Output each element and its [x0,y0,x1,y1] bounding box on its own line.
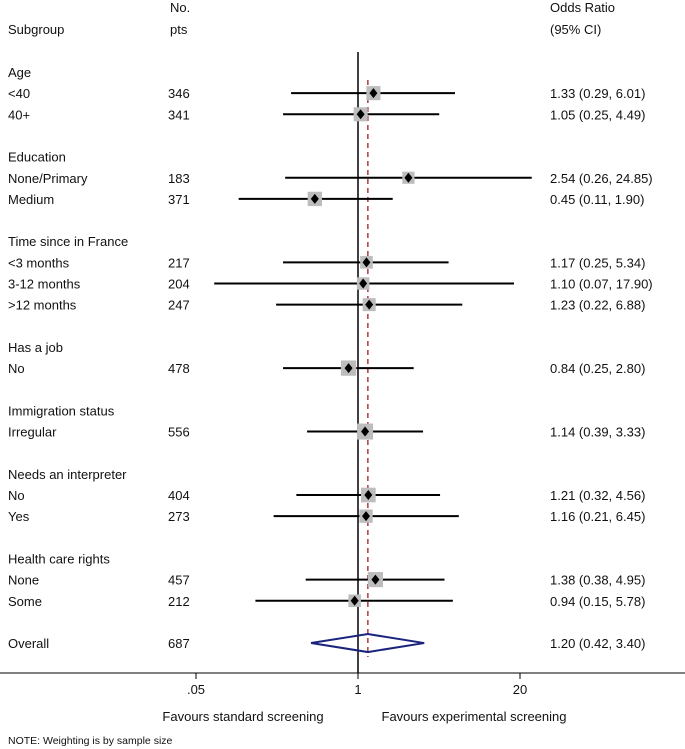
row-odds-ratio-ci: 1.05 (0.25, 4.49) [550,107,645,122]
study-row: No 404 1.21 (0.32, 4.56) [8,487,645,503]
study-row: <40 346 1.33 (0.29, 6.01) [8,86,645,101]
row-npts: 204 [168,277,190,292]
header-subgroup: Subgroup [8,22,64,37]
row-npts: 556 [168,425,190,440]
row-label: Yes [8,509,30,524]
row-label: <3 months [8,255,70,270]
row-label: No [8,488,25,503]
study-row: Medium 371 0.45 (0.11, 1.90) [8,191,644,207]
overall-row: Overall 687 1.20 (0.42, 3.40) [8,633,645,654]
point-estimate-marker [371,574,380,585]
row-label: Immigration status [8,403,115,418]
row-npts: 687 [168,636,190,651]
row-label: Needs an interpreter [8,467,127,482]
x-tick-label: 20 [513,682,527,697]
row-npts: 341 [168,107,190,122]
row-label: <40 [8,86,30,101]
row-odds-ratio-ci: 0.45 (0.11, 1.90) [550,192,644,207]
overall-diamond [310,633,425,654]
point-estimate-marker [361,426,370,437]
header-npts-line1: No. [170,0,190,15]
row-label: >12 months [8,298,77,313]
study-row: >12 months 247 1.23 (0.22, 6.88) [8,298,645,313]
x-axis-ticks: .05 1 20 [187,673,527,697]
row-npts: 247 [168,298,190,313]
forest-rows: Age <40 346 1.33 (0.29, 6.01) 40+ 341 1.05 (0.… [8,65,653,654]
row-odds-ratio-ci: 1.33 (0.29, 6.01) [550,86,645,101]
row-odds-ratio-ci: 1.16 (0.21, 6.45) [550,509,645,524]
study-row: 3-12 months 204 1.10 (0.07, 17.90) [8,277,653,292]
row-odds-ratio-ci: 1.10 (0.07, 17.90) [550,277,653,292]
row-label: Irregular [8,425,57,440]
subgroup-heading: Has a job [8,340,63,355]
row-odds-ratio-ci: 1.17 (0.25, 5.34) [550,255,645,270]
weighting-note: NOTE: Weighting is by sample size [8,735,173,747]
study-row: None 457 1.38 (0.38, 4.95) [8,572,645,588]
study-row: Yes 273 1.16 (0.21, 6.45) [8,509,645,524]
study-row: Irregular 556 1.14 (0.39, 3.33) [8,423,645,440]
row-label: Medium [8,192,54,207]
row-npts: 478 [168,361,190,376]
subgroup-heading: Age [8,65,31,80]
row-odds-ratio-ci: 1.38 (0.38, 4.95) [550,573,645,588]
row-npts: 346 [168,86,190,101]
study-row: 40+ 341 1.05 (0.25, 4.49) [8,107,645,122]
point-estimate-marker [356,109,365,120]
row-label: Time since in France [8,234,128,249]
row-odds-ratio-ci: 1.20 (0.42, 3.40) [550,636,645,651]
point-estimate-marker [350,595,359,606]
header-or-line1: Odds Ratio [550,0,615,15]
header-npts-line2: pts [170,22,188,37]
row-label: 40+ [8,107,30,122]
header-or-line2: (95% CI) [550,22,601,37]
subgroup-heading: Immigration status [8,403,115,418]
point-estimate-marker [404,172,413,183]
row-npts: 457 [168,573,190,588]
row-label: Overall [8,636,49,651]
point-estimate-marker [310,193,319,204]
row-label: Education [8,150,66,165]
favours-left-label: Favours standard screening [162,709,323,724]
favours-right-label: Favours experimental screening [382,709,567,724]
point-estimate-marker [359,278,368,289]
point-estimate-marker [344,363,353,374]
row-label: Has a job [8,340,63,355]
study-row: <3 months 217 1.17 (0.25, 5.34) [8,255,645,270]
row-label: No [8,361,25,376]
row-odds-ratio-ci: 2.54 (0.26, 24.85) [550,171,653,186]
row-npts: 371 [168,192,190,207]
study-row: Some 212 0.94 (0.15, 5.78) [8,594,645,609]
row-odds-ratio-ci: 1.21 (0.32, 4.56) [550,488,645,503]
row-odds-ratio-ci: 0.94 (0.15, 5.78) [550,594,645,609]
row-label: Some [8,594,42,609]
point-estimate-marker [362,511,371,522]
subgroup-heading: Time since in France [8,234,128,249]
row-odds-ratio-ci: 1.23 (0.22, 6.88) [550,298,645,313]
row-npts: 217 [168,255,190,270]
row-label: None/Primary [8,171,88,186]
subgroup-heading: Health care rights [8,551,110,566]
point-estimate-marker [365,299,374,310]
row-odds-ratio-ci: 0.84 (0.25, 2.80) [550,361,645,376]
row-label: 3-12 months [8,277,81,292]
row-label: Health care rights [8,551,110,566]
x-tick-label: .05 [187,682,205,697]
point-estimate-marker [362,257,371,268]
row-npts: 404 [168,488,190,503]
row-npts: 273 [168,509,190,524]
point-estimate-marker [364,490,373,500]
x-tick-label: 1 [354,682,361,697]
row-odds-ratio-ci: 1.14 (0.39, 3.33) [550,425,645,440]
study-row: None/Primary 183 2.54 (0.26, 24.85) [8,171,653,186]
subgroup-heading: Education [8,150,66,165]
subgroup-heading: Needs an interpreter [8,467,127,482]
point-estimate-marker [369,88,378,99]
row-label: Age [8,65,31,80]
row-npts: 212 [168,594,190,609]
study-row: No 478 0.84 (0.25, 2.80) [8,360,645,376]
row-label: None [8,573,39,588]
row-npts: 183 [168,171,190,186]
